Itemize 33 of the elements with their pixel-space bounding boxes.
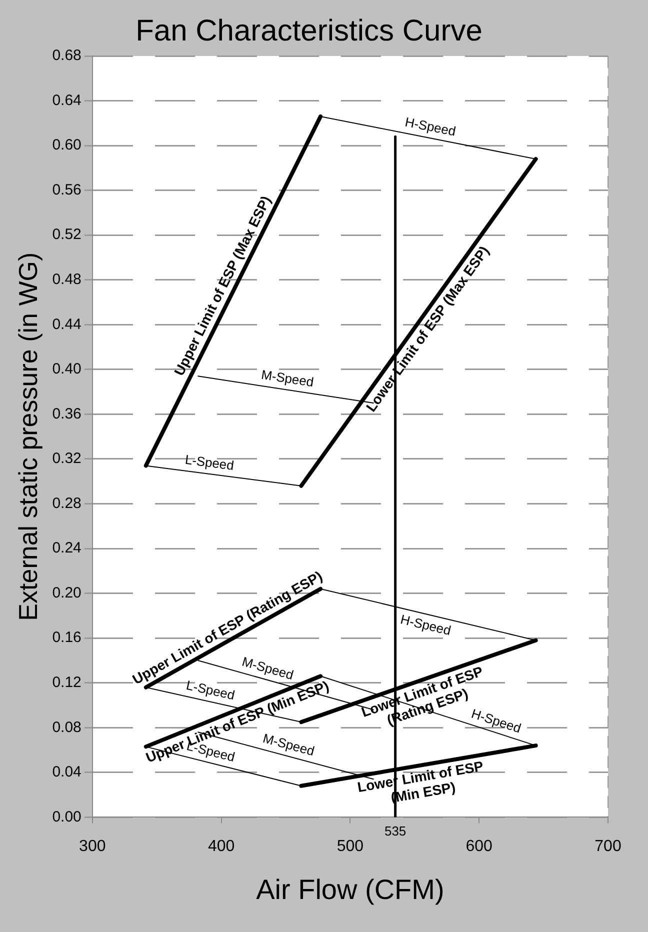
y-tick-label: 0.52 [52, 226, 82, 244]
y-tick-label: 0.24 [52, 540, 82, 557]
x-tick-label: 300 [79, 838, 106, 856]
y-tick-label: 0.68 [52, 47, 82, 64]
y-tick-label: 0.48 [52, 271, 82, 288]
y-tick-label: 0.28 [52, 494, 82, 512]
y-tick-label: 0.08 [52, 718, 82, 736]
x-tick-label: 700 [594, 838, 622, 856]
y-tick-label: 0.64 [52, 92, 82, 109]
text: L-Speed [184, 677, 236, 703]
annotation: 535 [384, 823, 406, 838]
text: L-Speed [184, 452, 235, 474]
y-tick-label: 0.40 [52, 360, 82, 378]
x-tick-label: 600 [466, 838, 493, 856]
y-tick-label: 0.00 [52, 808, 82, 826]
y-tick-label: 0.12 [52, 674, 82, 692]
y-tick-label: 0.36 [52, 405, 82, 422]
chart-title: Fan Characteristics Curve [136, 14, 482, 48]
x-tick-label: 400 [208, 838, 235, 856]
text: H-Speed [404, 114, 458, 139]
text: M-Speed [261, 730, 316, 759]
text: M-Speed [260, 366, 315, 390]
y-tick-label: 0.32 [52, 450, 82, 468]
x-axis-title: Air Flow (CFM) [256, 874, 444, 905]
y-tick-label: 0.16 [52, 629, 82, 646]
y-tick-label: 0.04 [52, 764, 82, 781]
y-tick-label: 0.60 [52, 136, 82, 154]
y-tick-label: 0.20 [52, 584, 82, 602]
y-axis-title: External static pressure (in WG) [12, 252, 43, 621]
text: H-Speed [399, 612, 452, 638]
y-tick-label: 0.56 [52, 181, 82, 198]
x-tick-label: 500 [336, 838, 364, 856]
y-tick-label: 0.44 [52, 316, 82, 333]
